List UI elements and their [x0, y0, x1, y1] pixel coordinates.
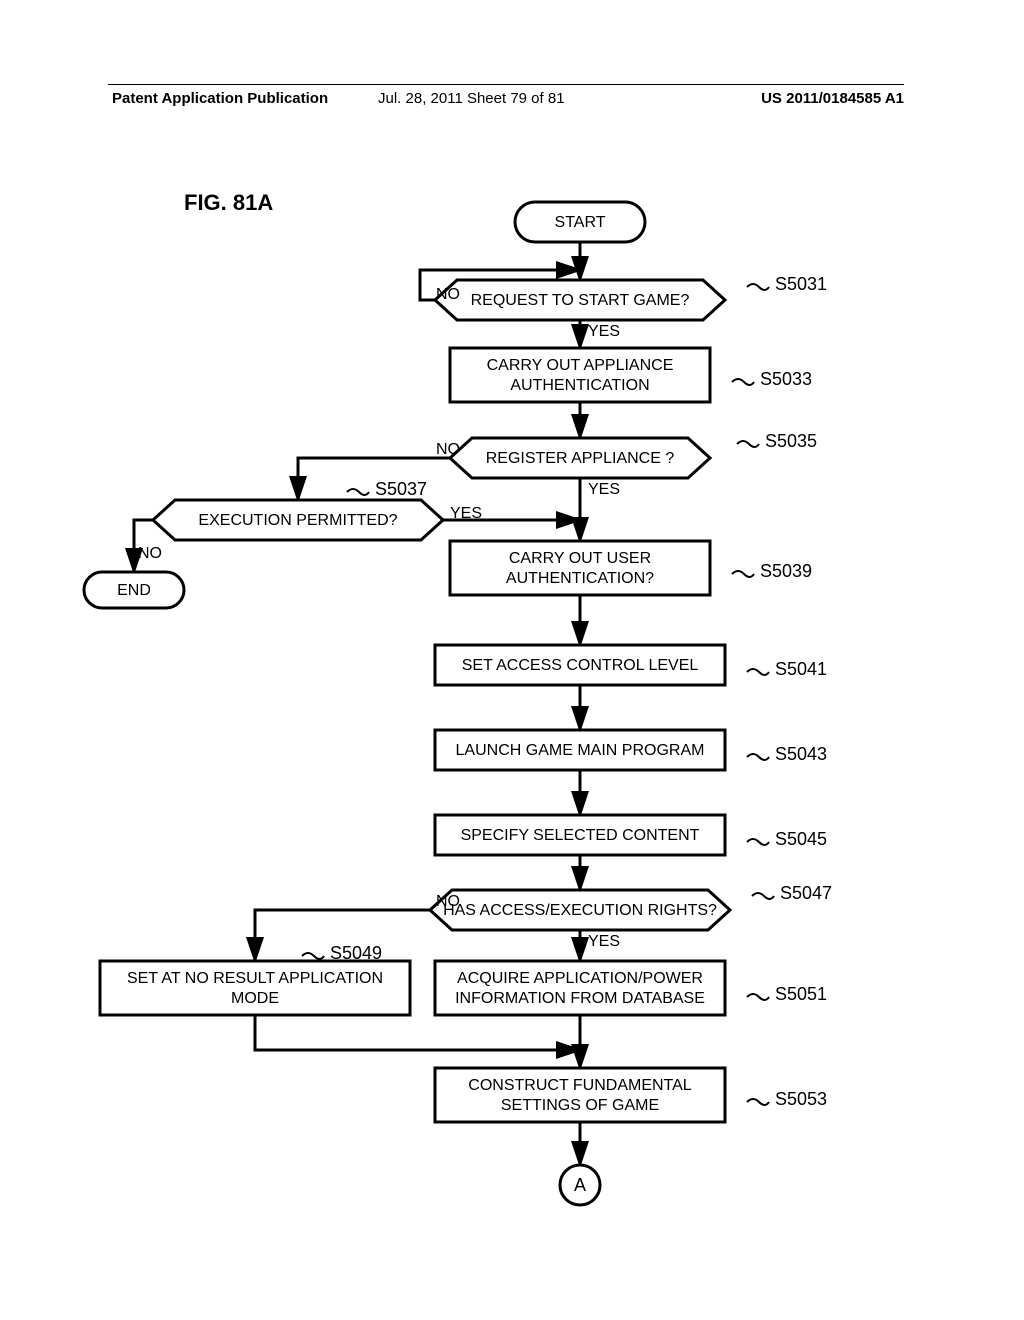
flowchart-svg: START REQUEST TO START GAME? S5031 CARRY OU…	[0, 0, 1024, 1320]
svg-text:YES: YES	[450, 505, 482, 522]
svg-text:MODE: MODE	[231, 990, 279, 1007]
svg-text:S5037: S5037	[375, 479, 427, 499]
svg-text:CARRY OUT USER: CARRY OUT USER	[509, 550, 651, 567]
svg-text:ACQUIRE APPLICATION/POWER: ACQUIRE APPLICATION/POWER	[457, 970, 703, 987]
node-conn_a: A	[560, 1165, 600, 1205]
svg-text:NO: NO	[436, 286, 460, 303]
svg-text:NO: NO	[436, 893, 460, 910]
svg-text:S5043: S5043	[775, 744, 827, 764]
node-s5041: SET ACCESS CONTROL LEVEL S5041	[435, 645, 827, 685]
svg-text:S5047: S5047	[780, 883, 832, 903]
svg-text:REQUEST TO START GAME?: REQUEST TO START GAME?	[471, 292, 690, 309]
svg-text:CARRY OUT APPLIANCE: CARRY OUT APPLIANCE	[487, 357, 674, 374]
svg-text:NO: NO	[138, 545, 162, 562]
node-s5033: CARRY OUT APPLIANCE AUTHENTICATION S5033	[450, 348, 812, 402]
node-s5035: REGISTER APPLIANCE ? S5035	[450, 431, 817, 478]
svg-text:YES: YES	[588, 481, 620, 498]
label-yes2: YES	[588, 481, 620, 498]
svg-text:YES: YES	[588, 323, 620, 340]
label-no2: NO	[436, 441, 460, 458]
node-s5051: ACQUIRE APPLICATION/POWER INFORMATION FRO…	[435, 961, 827, 1015]
node-s5045: SPECIFY SELECTED CONTENT S5045	[435, 815, 827, 855]
svg-text:S5051: S5051	[775, 984, 827, 1004]
svg-text:S5041: S5041	[775, 659, 827, 679]
svg-text:S5049: S5049	[330, 943, 382, 963]
svg-text:S5031: S5031	[775, 274, 827, 294]
svg-text:END: END	[117, 582, 151, 599]
svg-text:S5045: S5045	[775, 829, 827, 849]
label-no1: NO	[436, 286, 460, 303]
label-yes4: YES	[588, 933, 620, 950]
label-yes1: YES	[588, 323, 620, 340]
svg-text:SPECIFY SELECTED CONTENT: SPECIFY SELECTED CONTENT	[461, 827, 700, 844]
label-yes3: YES	[450, 505, 482, 522]
svg-text:A: A	[574, 1175, 586, 1195]
svg-text:EXECUTION PERMITTED?: EXECUTION PERMITTED?	[198, 512, 397, 529]
svg-text:LAUNCH GAME MAIN PROGRAM: LAUNCH GAME MAIN PROGRAM	[456, 742, 705, 759]
svg-text:AUTHENTICATION: AUTHENTICATION	[510, 377, 649, 394]
svg-text:S5035: S5035	[765, 431, 817, 451]
node-s5039: CARRY OUT USER AUTHENTICATION? S5039	[450, 541, 812, 595]
svg-text:YES: YES	[588, 933, 620, 950]
svg-text:S5053: S5053	[775, 1089, 827, 1109]
svg-text:REGISTER APPLIANCE ?: REGISTER APPLIANCE ?	[486, 450, 675, 467]
node-end: END	[84, 572, 184, 608]
svg-text:S5039: S5039	[760, 561, 812, 581]
label-no4: NO	[436, 893, 460, 910]
node-s5047: HAS ACCESS/EXECUTION RIGHTS? S5047	[430, 883, 832, 930]
svg-text:SET ACCESS CONTROL LEVEL: SET ACCESS CONTROL LEVEL	[462, 657, 699, 674]
label-no3: NO	[138, 545, 162, 562]
svg-text:CONSTRUCT FUNDAMENTAL: CONSTRUCT FUNDAMENTAL	[468, 1077, 692, 1094]
svg-text:HAS ACCESS/EXECUTION RIGHTS?: HAS ACCESS/EXECUTION RIGHTS?	[443, 902, 717, 919]
svg-text:NO: NO	[436, 441, 460, 458]
svg-text:INFORMATION FROM DATABASE: INFORMATION FROM DATABASE	[455, 990, 705, 1007]
node-s5053: CONSTRUCT FUNDAMENTAL SETTINGS OF GAME S50…	[435, 1068, 827, 1122]
svg-text:S5033: S5033	[760, 369, 812, 389]
svg-text:SETTINGS OF GAME: SETTINGS OF GAME	[501, 1097, 659, 1114]
svg-text:START: START	[555, 214, 606, 231]
svg-text:AUTHENTICATION?: AUTHENTICATION?	[506, 570, 654, 587]
node-start: START	[515, 202, 645, 242]
svg-text:SET AT NO RESULT APPLICATION: SET AT NO RESULT APPLICATION	[127, 970, 383, 987]
node-s5031: REQUEST TO START GAME? S5031	[435, 274, 827, 320]
node-s5043: LAUNCH GAME MAIN PROGRAM S5043	[435, 730, 827, 770]
